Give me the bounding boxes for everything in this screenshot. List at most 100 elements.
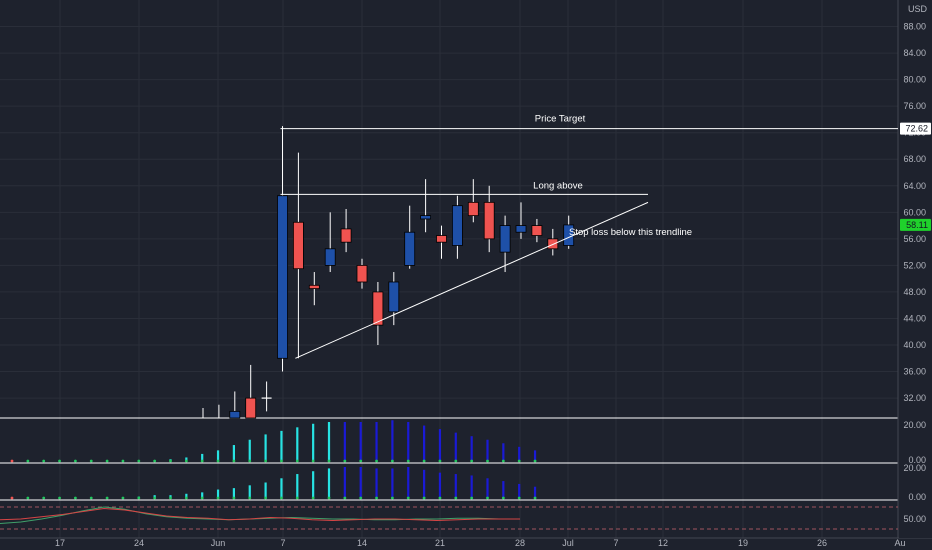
signal-dot bbox=[375, 496, 378, 500]
signal-dot bbox=[89, 496, 93, 500]
signal-dot bbox=[10, 459, 14, 463]
price-axis[interactable]: 32.00 36.00 40.00 44.00 48.00 52.00 56.00 60.00… bbox=[899, 0, 932, 538]
signal-dot bbox=[105, 459, 109, 463]
price-tick-label: 68.00 bbox=[903, 154, 926, 164]
candle-body bbox=[356, 264, 368, 283]
signal-dot bbox=[501, 496, 505, 500]
time-tick-label: 12 bbox=[658, 538, 668, 548]
signal-dot bbox=[533, 496, 537, 500]
candle-body bbox=[451, 205, 463, 246]
time-tick-label: 19 bbox=[738, 538, 748, 548]
signal-dot bbox=[58, 496, 61, 500]
signal-dot bbox=[74, 496, 77, 500]
signal-dot bbox=[327, 459, 331, 463]
panel-tick-label: 50.00 bbox=[903, 514, 926, 524]
price-tick-label: 64.00 bbox=[903, 181, 926, 191]
panel-tick-label: 0.00 bbox=[908, 492, 926, 502]
signal-dot bbox=[280, 459, 283, 463]
price-axis-bg bbox=[899, 0, 932, 538]
signal-dot bbox=[501, 459, 505, 463]
signal-dot bbox=[391, 459, 394, 463]
signal-dot bbox=[406, 496, 410, 500]
panel-tick-label: 20.00 bbox=[903, 420, 926, 430]
time-tick-label: 28 bbox=[515, 538, 525, 548]
signal-dot bbox=[343, 459, 347, 463]
signal-dot bbox=[295, 459, 299, 463]
grid-lines bbox=[0, 0, 901, 538]
signal-dot bbox=[26, 459, 30, 463]
signal-dot bbox=[26, 496, 30, 500]
candle-body bbox=[531, 225, 543, 236]
price-tick-label: 48.00 bbox=[903, 287, 926, 297]
signal-dot bbox=[232, 496, 236, 500]
candle-body bbox=[245, 397, 257, 419]
signal-dot bbox=[184, 459, 188, 463]
signal-dot bbox=[216, 459, 220, 463]
indicator-panel-1 bbox=[10, 420, 537, 463]
signal-dot bbox=[137, 496, 141, 500]
signal-dot bbox=[58, 459, 61, 463]
signal-dot bbox=[486, 459, 489, 463]
signal-dot bbox=[359, 459, 363, 463]
signal-dot bbox=[375, 459, 378, 463]
signal-dot bbox=[200, 459, 204, 463]
signal-dot bbox=[216, 496, 220, 500]
signal-dot bbox=[264, 496, 267, 500]
candle-body bbox=[420, 215, 432, 220]
time-axis[interactable]: 17 24 Jun 7 14 21 28 Jul 7 12 19 26 Au bbox=[55, 538, 906, 548]
current-price-box bbox=[900, 218, 931, 231]
indicator-panel-2 bbox=[10, 467, 537, 500]
signal-dot bbox=[169, 496, 172, 500]
price-tick-label: 80.00 bbox=[903, 75, 926, 85]
candle-body bbox=[483, 201, 495, 240]
signal-dot bbox=[438, 496, 442, 500]
signal-dot bbox=[153, 459, 157, 463]
signal-dot bbox=[517, 496, 521, 500]
annotations[interactable]: Price Target Long above Stop loss below th… bbox=[280, 114, 899, 359]
signal-dot bbox=[406, 459, 410, 463]
time-tick-label: 17 bbox=[55, 538, 65, 548]
price-target-label: Price Target bbox=[535, 114, 586, 125]
time-tick-label: 21 bbox=[435, 538, 445, 548]
candle-body bbox=[499, 225, 511, 253]
signal-dot bbox=[470, 459, 474, 463]
signal-dot bbox=[153, 496, 157, 500]
signal-dot bbox=[391, 496, 394, 500]
current-price-value: 58.11 bbox=[906, 220, 928, 230]
trendline bbox=[295, 201, 649, 359]
signal-dot bbox=[454, 496, 458, 500]
time-tick-label: 14 bbox=[357, 538, 367, 548]
price-tick-label: 36.00 bbox=[903, 367, 926, 377]
candle-body bbox=[388, 281, 400, 313]
signal-dot bbox=[343, 496, 347, 500]
price-tick-label: 60.00 bbox=[903, 207, 926, 217]
candle-body bbox=[547, 238, 559, 250]
candles bbox=[202, 126, 575, 419]
price-target-box bbox=[900, 122, 931, 135]
signal-dot bbox=[184, 496, 188, 500]
signal-dot bbox=[470, 496, 474, 500]
signal-dot bbox=[74, 459, 77, 463]
signal-dot bbox=[248, 496, 252, 500]
time-tick-label: 7 bbox=[280, 538, 285, 548]
stop-loss-label: Stop loss below this trendline bbox=[569, 227, 692, 238]
time-tick-label: Au bbox=[894, 538, 905, 548]
signal-dot bbox=[248, 459, 252, 463]
signal-dot bbox=[422, 496, 426, 500]
signal-dot bbox=[89, 459, 93, 463]
candle-group bbox=[202, 126, 575, 419]
candle-body bbox=[436, 235, 447, 243]
signal-dot bbox=[10, 496, 14, 500]
candle-body bbox=[308, 284, 320, 290]
signal-dot bbox=[121, 496, 125, 500]
time-tick-label: Jun bbox=[211, 538, 226, 548]
price-tick-label: 40.00 bbox=[903, 340, 926, 350]
signal-dot bbox=[486, 496, 489, 500]
signal-dot bbox=[359, 496, 363, 500]
candle-body bbox=[340, 228, 352, 243]
price-tick-label: 56.00 bbox=[903, 234, 926, 244]
signal-dot bbox=[232, 459, 236, 463]
